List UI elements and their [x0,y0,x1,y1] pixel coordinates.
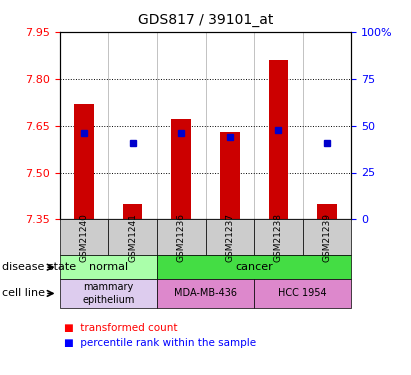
Text: HCC 1954: HCC 1954 [279,288,327,298]
Bar [74,104,94,219]
Text: normal: normal [89,262,128,272]
Bar [123,204,142,219]
Text: GSM21236: GSM21236 [177,213,186,262]
Text: MDA-MB-436: MDA-MB-436 [174,288,237,298]
Text: ■  transformed count: ■ transformed count [64,323,177,333]
Text: GSM21237: GSM21237 [225,213,234,262]
Text: disease state: disease state [2,262,76,272]
Bar [269,60,288,219]
Bar [317,204,337,219]
Text: cell line: cell line [2,288,45,298]
Text: cancer: cancer [235,262,273,272]
Text: GDS817 / 39101_at: GDS817 / 39101_at [138,13,273,27]
Bar [220,132,240,219]
Text: GSM21239: GSM21239 [323,213,332,262]
Text: GSM21240: GSM21240 [79,213,88,262]
Text: GSM21238: GSM21238 [274,213,283,262]
Bar [171,119,191,219]
Text: mammary
epithelium: mammary epithelium [82,282,134,304]
Text: ■  percentile rank within the sample: ■ percentile rank within the sample [64,338,256,348]
Text: GSM21241: GSM21241 [128,213,137,262]
